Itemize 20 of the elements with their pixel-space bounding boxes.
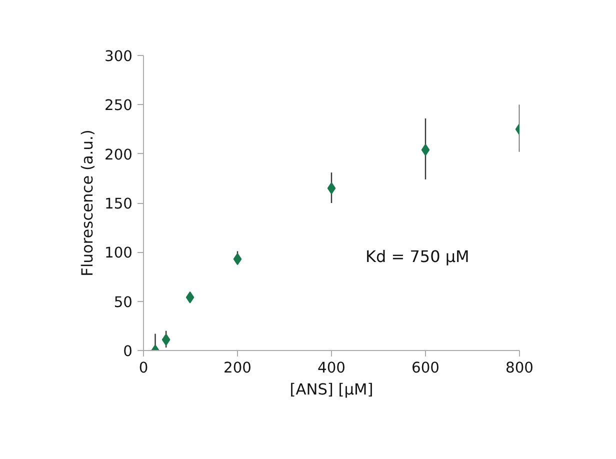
x-tick-label: 0 (138, 360, 148, 376)
y-tick-label: 100 (104, 244, 133, 262)
y-tick-label: 300 (104, 48, 133, 65)
point (186, 291, 194, 304)
point (327, 182, 336, 194)
x-tick-label: 400 (318, 360, 346, 376)
x-tick-label: 800 (506, 360, 534, 376)
x-tick-label: 600 (412, 360, 440, 376)
y-tick-label: 250 (104, 97, 133, 114)
y-tick-label: 50 (114, 294, 133, 311)
y-tick-label: 150 (104, 196, 133, 212)
point (421, 144, 430, 156)
point (162, 334, 170, 346)
y-tick-label: 0 (123, 343, 133, 360)
point (233, 253, 242, 266)
x-axis-title: [ANS] [µM] (290, 380, 374, 398)
annotation: Kd = 750 µM (366, 247, 470, 266)
x-tick-label: 200 (224, 360, 252, 376)
y-tick-label: 200 (104, 146, 133, 164)
y-axis-title: Fluorescence (a.u.) (78, 130, 97, 276)
